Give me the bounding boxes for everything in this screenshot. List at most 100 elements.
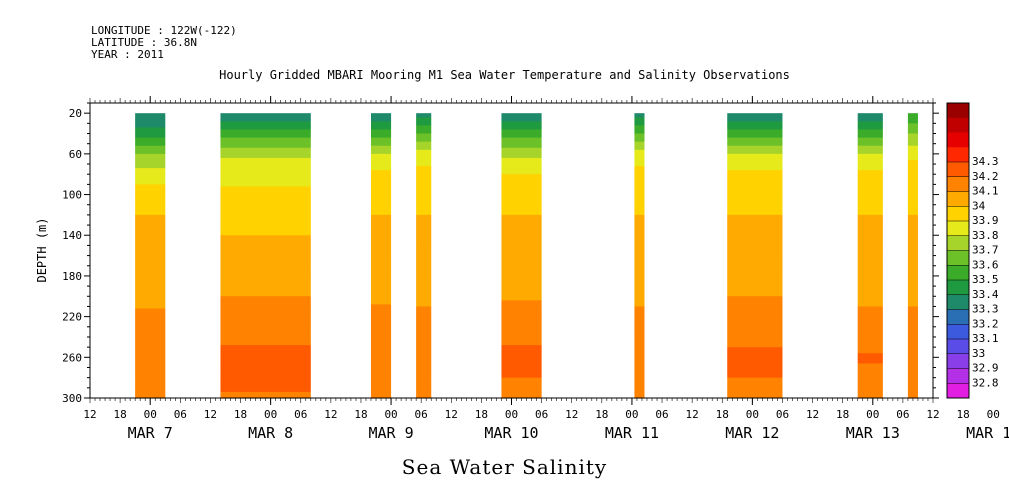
salinity-band	[371, 157, 392, 161]
salinity-band	[857, 263, 883, 267]
salinity-band	[220, 282, 311, 285]
salinity-band	[501, 336, 542, 340]
salinity-band	[135, 216, 166, 220]
salinity-band	[727, 347, 783, 350]
salinity-band	[727, 308, 783, 312]
salinity-band	[857, 251, 883, 255]
salinity-band	[634, 182, 645, 185]
salinity-band	[501, 168, 542, 171]
salinity-band	[220, 170, 311, 173]
salinity-band	[371, 332, 392, 336]
salinity-band	[634, 127, 645, 131]
salinity-band	[907, 314, 918, 318]
salinity-band	[501, 223, 542, 226]
salinity-band	[371, 387, 392, 391]
salinity-band	[727, 229, 783, 232]
salinity-band	[857, 235, 883, 238]
salinity-band	[727, 131, 783, 135]
salinity-band	[727, 241, 783, 244]
salinity-band	[727, 269, 783, 273]
x-tick-label: 00	[866, 408, 879, 421]
salinity-band	[135, 365, 166, 369]
salinity-band	[857, 320, 883, 324]
salinity-band	[501, 151, 542, 155]
salinity-band	[371, 216, 392, 220]
data-segment	[907, 113, 918, 399]
salinity-band	[634, 208, 645, 212]
salinity-band	[501, 206, 542, 210]
salinity-band	[135, 123, 166, 126]
salinity-band	[416, 357, 432, 360]
salinity-band	[135, 280, 166, 283]
salinity-band	[727, 375, 783, 379]
salinity-band	[416, 137, 432, 141]
salinity-band	[727, 310, 783, 314]
salinity-band	[501, 155, 542, 159]
salinity-band	[857, 233, 883, 236]
salinity-band	[416, 326, 432, 330]
latitude-label: LATITUDE : 36.8N	[91, 36, 197, 49]
salinity-band	[857, 284, 883, 287]
salinity-band	[727, 117, 783, 120]
data-segments	[135, 113, 918, 399]
salinity-band	[371, 334, 392, 338]
salinity-band	[501, 339, 542, 342]
salinity-band	[135, 212, 166, 216]
colorbar-swatch	[947, 339, 969, 355]
salinity-band	[135, 194, 166, 198]
salinity-band	[907, 202, 918, 206]
salinity-band	[416, 133, 432, 137]
salinity-band	[857, 343, 883, 346]
salinity-band	[220, 157, 311, 161]
salinity-band	[634, 157, 645, 161]
salinity-band	[220, 395, 311, 399]
salinity-band	[416, 159, 432, 163]
salinity-band	[907, 383, 918, 387]
salinity-band	[634, 186, 645, 190]
salinity-band	[501, 170, 542, 173]
salinity-band	[135, 139, 166, 143]
x-tick-label: 06	[896, 408, 909, 421]
salinity-band	[857, 294, 883, 297]
salinity-band	[727, 121, 783, 124]
salinity-band	[857, 334, 883, 338]
salinity-band	[634, 347, 645, 350]
salinity-band	[501, 214, 542, 218]
salinity-band	[634, 243, 645, 247]
salinity-band	[857, 155, 883, 159]
salinity-band	[416, 371, 432, 375]
salinity-band	[371, 257, 392, 261]
colorbar-swatch	[947, 117, 969, 133]
salinity-band	[220, 367, 311, 371]
salinity-band	[907, 312, 918, 316]
x-tick-label: 00	[384, 408, 397, 421]
salinity-band	[501, 184, 542, 188]
salinity-band	[371, 314, 392, 318]
salinity-band	[501, 225, 542, 228]
salinity-band	[857, 300, 883, 303]
salinity-band	[857, 176, 883, 179]
salinity-band	[857, 218, 883, 222]
salinity-band	[907, 190, 918, 194]
salinity-band	[416, 310, 432, 314]
salinity-band	[907, 216, 918, 220]
salinity-band	[135, 273, 166, 277]
salinity-band	[501, 212, 542, 216]
salinity-band	[135, 257, 166, 261]
salinity-band	[907, 355, 918, 358]
salinity-band	[501, 371, 542, 375]
salinity-band	[371, 383, 392, 387]
salinity-band	[857, 310, 883, 314]
salinity-band	[634, 286, 645, 289]
salinity-band	[220, 341, 311, 344]
salinity-band	[501, 316, 542, 320]
salinity-band	[220, 188, 311, 192]
colorbar-swatch	[947, 280, 969, 296]
salinity-band	[135, 129, 166, 133]
salinity-band	[907, 304, 918, 308]
salinity-band	[501, 221, 542, 224]
salinity-band	[501, 253, 542, 257]
salinity-band	[371, 218, 392, 222]
salinity-band	[416, 172, 432, 175]
salinity-band	[501, 141, 542, 145]
